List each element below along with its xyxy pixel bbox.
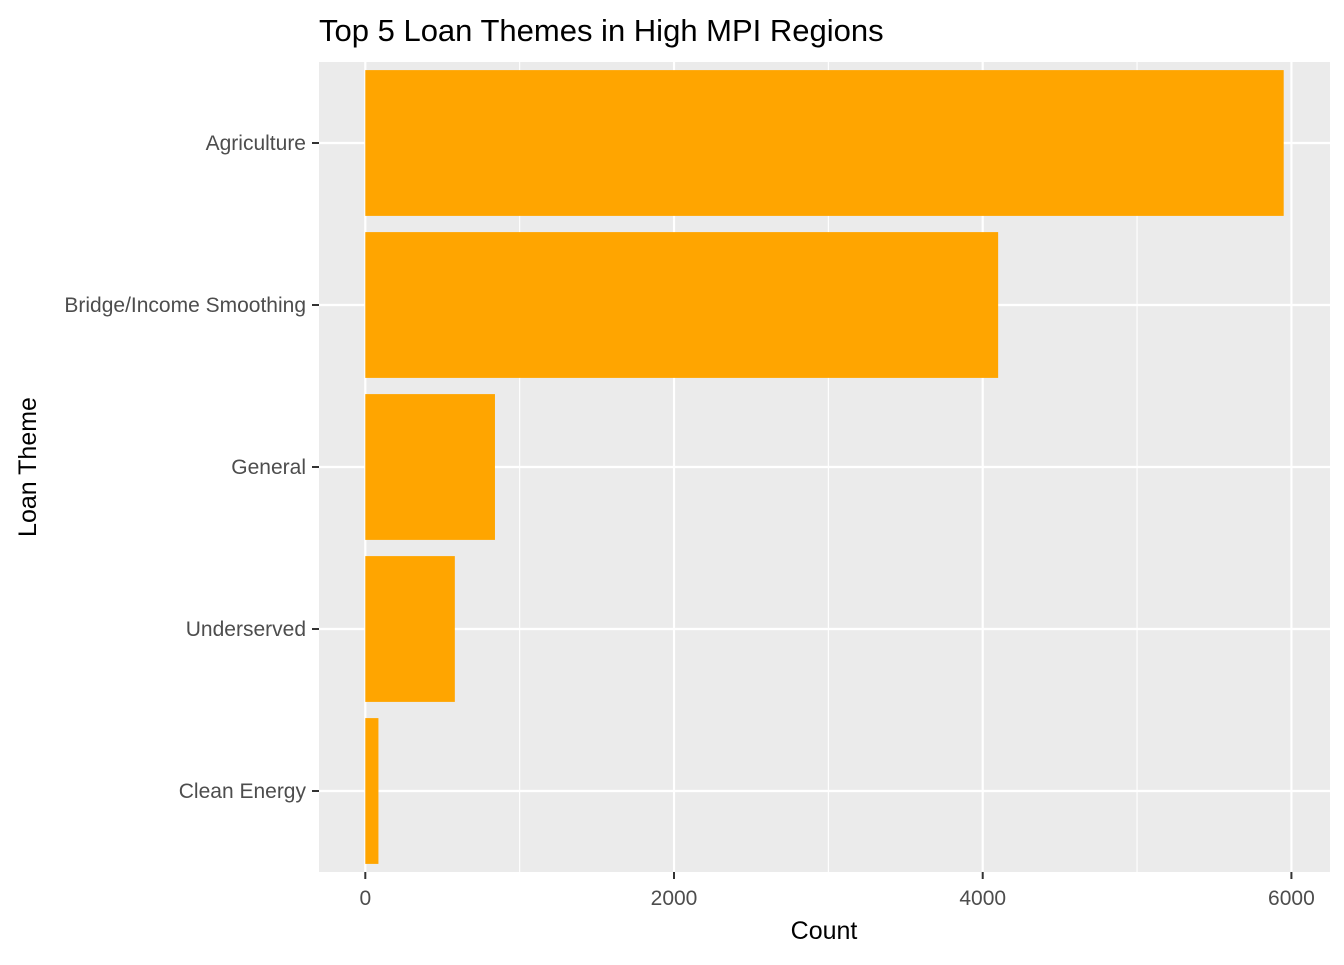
bar-general (365, 394, 495, 540)
chart-title: Top 5 Loan Themes in High MPI Regions (319, 13, 884, 48)
x-tick-label: 0 (359, 887, 371, 910)
bar-clean-energy (365, 718, 379, 864)
bars (365, 70, 1284, 864)
axes: Agriculture Bridge/Income Smoothing Genera… (64, 132, 1314, 910)
bar-underserved (365, 556, 455, 702)
y-tick-label: Underserved (186, 618, 306, 641)
x-axis-title: Count (791, 917, 858, 945)
y-tick-label: Agriculture (206, 132, 306, 155)
y-tick-label: Bridge/Income Smoothing (64, 294, 306, 317)
x-tick-label: 2000 (651, 887, 698, 910)
x-tick-label: 6000 (1268, 887, 1315, 910)
bar-bridge-income-smoothing (365, 232, 999, 378)
x-tick-label: 4000 (959, 887, 1006, 910)
y-tick-label: Clean Energy (179, 780, 307, 803)
y-tick-label: General (231, 456, 306, 479)
bar-agriculture (365, 70, 1284, 216)
y-axis-title: Loan Theme (14, 397, 42, 537)
